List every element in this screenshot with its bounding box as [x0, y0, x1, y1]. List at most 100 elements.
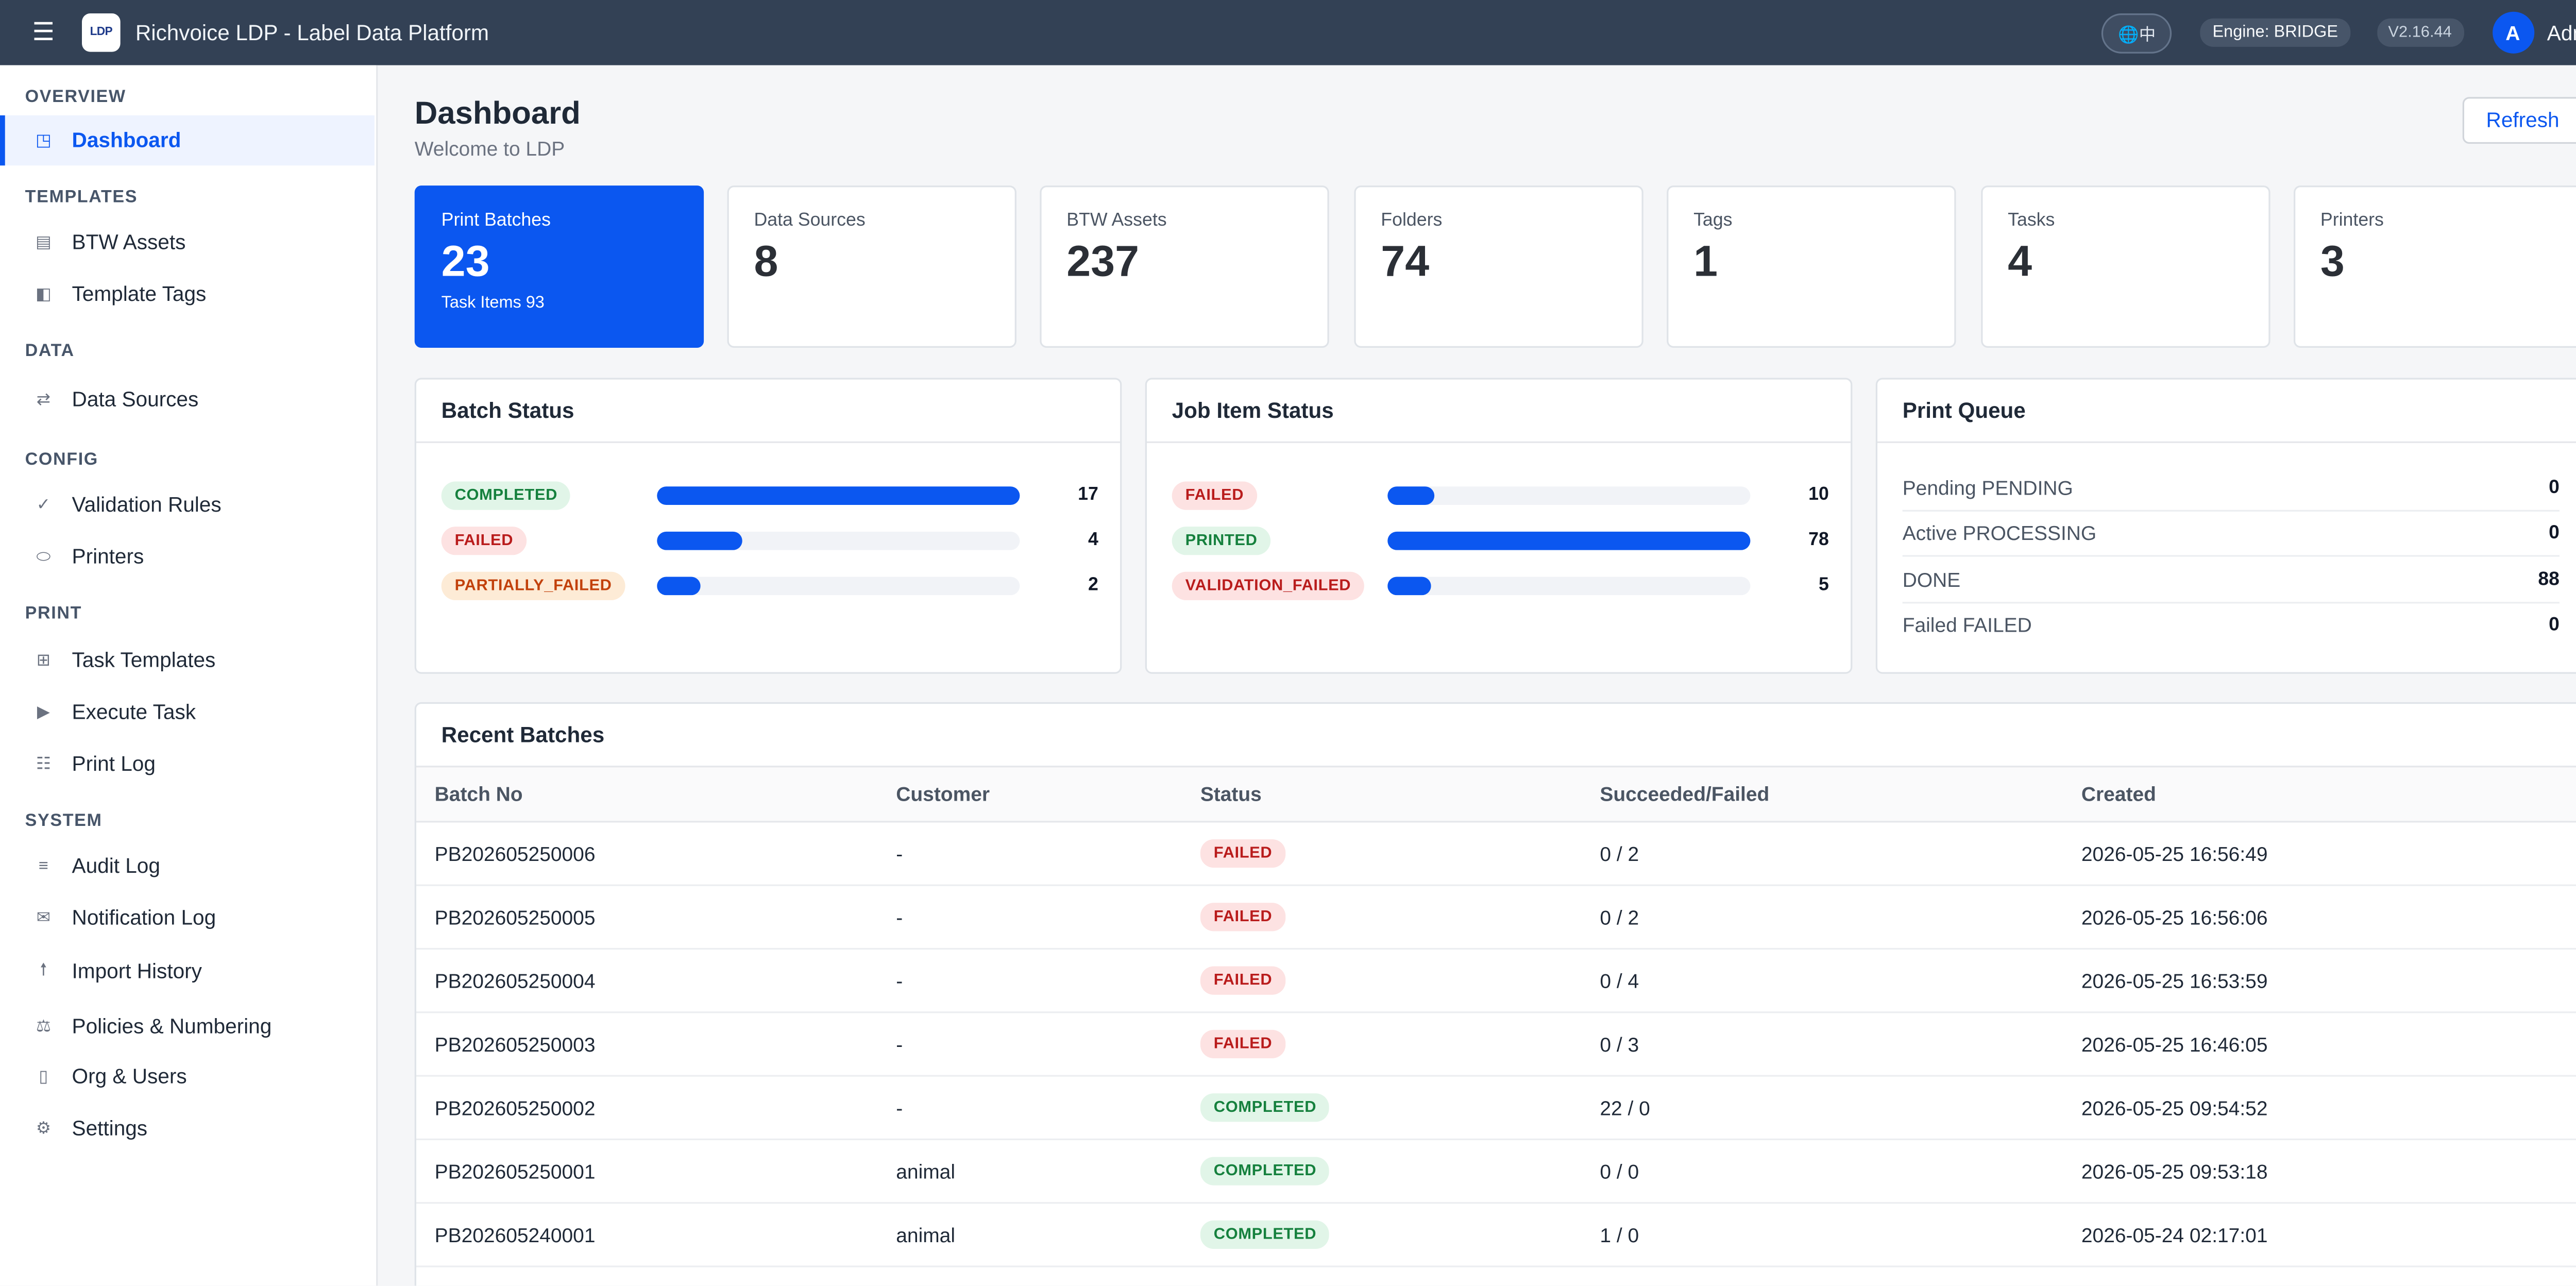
sidebar-item-task-templates[interactable]: ⊞ Task Templates — [0, 635, 375, 685]
table-row[interactable]: PB202605250003 - FAILED 0 / 3 2026-05-25 16:… — [416, 1013, 2576, 1077]
queue-value: 0 — [2549, 616, 2560, 636]
recent-batches-panel: Recent Batches Batch No Customer Status Suc… — [414, 702, 2576, 1286]
batch-no-cell: PB202605250003 — [434, 1032, 596, 1056]
ratio-cell: 0 / 3 — [1600, 1032, 1639, 1056]
dashboard-icon: ◳ — [36, 131, 52, 150]
status-row: PARTIALLY_FAILED 2 — [441, 568, 1098, 602]
print-queue-title: Print Queue — [1877, 380, 2576, 443]
refresh-button[interactable]: Refresh — [2462, 97, 2576, 144]
stat-label: Printers — [2320, 210, 2384, 231]
sidebar-item-policies-numbering[interactable]: ⚖ Policies & Numbering — [0, 1002, 375, 1052]
created-cell: 2026-05-25 09:53:18 — [2081, 1159, 2268, 1183]
status-badge: PARTIALLY_FAILED — [441, 571, 625, 600]
engine-badge: Engine: BRIDGE — [2200, 18, 2350, 47]
stat-value: 23 — [441, 235, 490, 286]
sidebar-item-notification-log[interactable]: ✉ Notification Log — [0, 893, 375, 943]
sidebar-item-settings[interactable]: ⚙ Settings — [0, 1104, 375, 1154]
stat-card-tags[interactable]: Tags 1 — [1667, 185, 1956, 348]
stat-value: 8 — [754, 235, 778, 286]
batch-no-cell: PB202605250001 — [434, 1159, 596, 1183]
queue-row-done: DONE 88 — [1902, 557, 2560, 603]
column-header-created[interactable]: Created — [2081, 782, 2156, 806]
batch-no-cell: PB202605250002 — [434, 1096, 596, 1120]
progress-bar-fill — [657, 485, 1020, 504]
stat-value: 4 — [2008, 235, 2032, 286]
table-row[interactable]: PB202605250005 - FAILED 0 / 2 2026-05-25 16:… — [416, 886, 2576, 950]
status-cell: COMPLETED — [1200, 1077, 1330, 1139]
stat-card-tasks[interactable]: Tasks 4 — [1981, 185, 2270, 348]
sidebar-item-print-log[interactable]: ☷ Print Log — [0, 739, 375, 789]
stat-card-printers[interactable]: Printers 3 — [2294, 185, 2576, 348]
table-row[interactable]: PB202605250001 animal COMPLETED 0 / 0 2026-0… — [416, 1140, 2576, 1204]
table-row[interactable]: PB202605250004 - FAILED 0 / 4 2026-05-25 16:… — [416, 950, 2576, 1013]
avatar[interactable]: A — [2492, 11, 2534, 54]
printer-icon: ⬭ — [36, 547, 51, 566]
stat-label: Print Batches — [441, 210, 551, 231]
table-row[interactable]: PB202605250002 - COMPLETED 22 / 0 2026-05-25… — [416, 1077, 2576, 1141]
language-switch-button[interactable]: 🌐中 — [2101, 12, 2173, 53]
nav-group-data: DATA — [25, 341, 75, 361]
sidebar-item-label: Execute Task — [72, 700, 196, 724]
status-count: 5 — [1819, 575, 1829, 596]
batch-no-cell: PB202605240001 — [434, 1223, 596, 1247]
created-cell: 2026-05-24 02:17:01 — [2081, 1223, 2268, 1247]
customer-cell: animal — [896, 1223, 956, 1247]
stat-value: 237 — [1066, 235, 1140, 286]
sidebar-item-audit-log[interactable]: ≡ Audit Log — [0, 841, 375, 891]
created-cell: 2026-05-25 16:56:06 — [2081, 905, 2268, 929]
sidebar-item-validation-rules[interactable]: ✓ Validation Rules — [0, 480, 375, 530]
status-cell: FAILED — [1200, 886, 1286, 948]
sidebar-item-data-sources[interactable]: ⇄ Data Sources — [0, 375, 375, 425]
column-header-status[interactable]: Status — [1200, 782, 1262, 806]
queue-value: 88 — [2538, 569, 2560, 590]
table-row[interactable]: PB202605240001 animal COMPLETED 1 / 0 2026-0… — [416, 1204, 2576, 1267]
sidebar-item-label: Notification Log — [72, 906, 216, 930]
customer-cell: - — [896, 969, 903, 992]
stat-card-btw-assets[interactable]: BTW Assets 237 — [1040, 185, 1329, 348]
top-bar: ☰ LDP Richvoice LDP - Label Data Platfor… — [0, 0, 2576, 65]
sidebar-item-execute-task[interactable]: ▶ Execute Task — [0, 687, 375, 737]
sidebar-item-label: Task Templates — [72, 649, 216, 672]
grid-icon: ⊞ — [36, 651, 50, 670]
ratio-cell: 0 / 2 — [1600, 841, 1639, 866]
ratio-cell: 0 / 0 — [1600, 1159, 1639, 1183]
stat-card-folders[interactable]: Folders 74 — [1354, 185, 1643, 348]
stat-card-print-batches[interactable]: Print Batches 23 Task Items 93 — [414, 185, 704, 348]
status-count: 17 — [1078, 485, 1098, 505]
tag-icon: ◧ — [36, 285, 52, 303]
stat-label: Tasks — [2008, 210, 2055, 231]
sidebar-item-dashboard[interactable]: ◳ Dashboard — [0, 115, 375, 166]
batch-no-cell: PB202605250005 — [434, 905, 596, 929]
queue-value: 0 — [2549, 478, 2560, 498]
stat-label: Tags — [1693, 210, 1733, 231]
batch-no-cell: PB202605250004 — [434, 969, 596, 992]
hamburger-menu-icon[interactable]: ☰ — [32, 18, 55, 47]
status-cell: FAILED — [1200, 822, 1286, 884]
column-header-customer[interactable]: Customer — [896, 782, 990, 806]
sidebar-item-import-history[interactable]: 🠕 Import History — [0, 946, 375, 996]
job-item-status-panel: Job Item Status FAILED 10 PRINTED 78 VALIDAT… — [1145, 378, 1853, 674]
status-badge: VALIDATION_FAILED — [1172, 571, 1365, 600]
customer-cell: - — [896, 1096, 903, 1120]
column-header-succeeded-failed[interactable]: Succeeded/Failed — [1600, 782, 1770, 806]
list-icon: ☷ — [36, 755, 51, 773]
sidebar-item-label: Policies & Numbering — [72, 1014, 272, 1039]
print-queue-panel: Print Queue Pending PENDING 0 Active PROCE… — [1875, 378, 2576, 674]
status-row: FAILED 10 — [1172, 478, 1829, 512]
status-badge: FAILED — [1200, 839, 1286, 868]
sidebar-item-btw-assets[interactable]: ▤ BTW Assets — [0, 217, 375, 267]
sidebar-item-org-users[interactable]: ▯ Org & Users — [0, 1052, 375, 1102]
stat-card-data-sources[interactable]: Data Sources 8 — [727, 185, 1016, 348]
table-row[interactable]: PB202605250006 - FAILED 0 / 2 2026-05-25 16:… — [416, 822, 2576, 886]
status-row: COMPLETED 17 — [441, 478, 1098, 512]
user-name[interactable]: Admin — [2547, 21, 2576, 44]
stat-label: Folders — [1381, 210, 1443, 231]
batch-no-cell: PB202605250006 — [434, 841, 596, 866]
upload-icon: 🠕 — [40, 960, 47, 979]
queue-label: Failed FAILED — [1902, 614, 2032, 638]
sidebar-item-template-tags[interactable]: ◧ Template Tags — [0, 269, 375, 319]
status-badge: FAILED — [1200, 966, 1286, 995]
app-title: Richvoice LDP - Label Data Platform — [135, 20, 489, 45]
sidebar-item-printers[interactable]: ⬭ Printers — [0, 532, 375, 582]
column-header-batch-no[interactable]: Batch No — [434, 782, 523, 806]
